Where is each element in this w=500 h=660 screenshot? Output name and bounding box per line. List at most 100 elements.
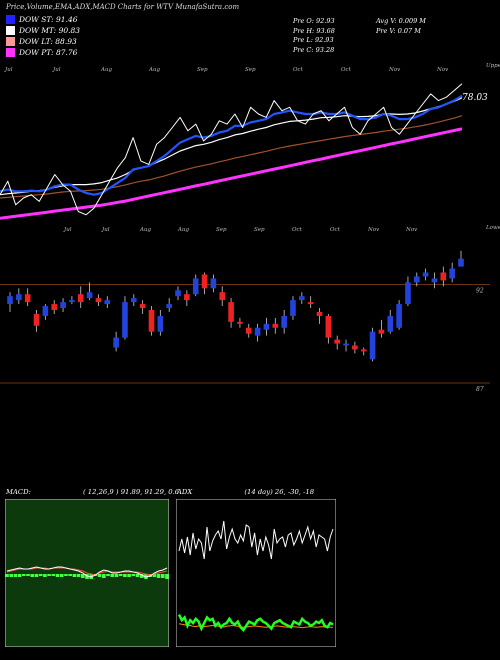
macd-histogram-bar — [165, 574, 169, 579]
macd-histogram-bar — [131, 574, 136, 576]
macd-histogram-bar — [118, 574, 123, 576]
date-label-mid: Sep — [254, 227, 265, 233]
date-label-top: Oct — [341, 67, 352, 73]
candle — [360, 347, 367, 356]
candle — [184, 290, 190, 307]
candle — [334, 335, 340, 350]
date-label-mid: Oct — [292, 227, 303, 233]
legend-item: DOW ST: 91.46 — [6, 14, 78, 25]
candle — [16, 288, 22, 305]
candle — [42, 304, 49, 320]
date-label-top: Nov — [388, 67, 401, 73]
macd-histogram-bar — [123, 574, 127, 577]
date-label-top: Aug — [148, 67, 161, 73]
candle — [307, 296, 314, 309]
candle — [431, 272, 438, 289]
macd-histogram-bar — [38, 574, 43, 576]
candle — [219, 286, 226, 307]
candle — [7, 292, 13, 312]
macd-histogram-bar — [110, 574, 115, 577]
macd-histogram-bar — [68, 574, 72, 576]
macd-histogram-bar — [76, 574, 81, 577]
candle — [396, 300, 402, 330]
stats-right: Avg V: 0.009 M Pre V: 0.07 M — [376, 17, 426, 36]
stat-pre-low: Pre L: 92.93 — [293, 36, 334, 44]
macd-histogram-bar — [114, 574, 119, 577]
upper-label: Upper — [486, 63, 500, 69]
candle — [210, 274, 217, 293]
macd-histogram-bar — [5, 574, 9, 577]
candle — [95, 294, 102, 307]
macd-histogram-bar — [47, 574, 51, 576]
stats-left: Pre O: 92.93 Pre H: 93.68 Pre L: 92.93 P… — [293, 17, 335, 55]
plus-di-line — [178, 520, 334, 560]
macd-histogram-bar — [72, 574, 77, 577]
ema-pt-line — [0, 127, 463, 220]
candle — [148, 306, 155, 336]
macd-histogram-bar — [59, 574, 64, 577]
macd-histogram-bar — [156, 574, 161, 578]
legend-swatch — [6, 37, 15, 46]
adx-header: ADX (14 day) 26, -30, -18 — [177, 488, 314, 496]
macd-histogram-bar — [106, 574, 110, 576]
legend-swatch — [6, 26, 15, 35]
candle — [104, 296, 111, 309]
candle — [458, 250, 464, 267]
candle — [299, 292, 305, 305]
minus-di-line — [177, 614, 334, 632]
candle — [228, 298, 234, 328]
macd-params: ( 12,26,9 ) 91.89, 91.29, 0.6 — [82, 488, 180, 496]
adx-panel — [176, 499, 336, 647]
legend-swatch — [6, 15, 15, 24]
candle — [86, 282, 93, 301]
date-label-mid: Jul — [63, 227, 72, 233]
macd-histogram-bar — [64, 574, 68, 576]
date-label-top: Oct — [293, 67, 304, 73]
candle — [139, 300, 146, 314]
stat-pre-open: Pre O: 92.93 — [293, 17, 335, 25]
macd-histogram-bar — [43, 574, 47, 577]
candle — [237, 317, 243, 328]
price-level-label: 87 — [476, 386, 484, 393]
candle — [422, 268, 429, 281]
candle — [131, 294, 137, 307]
legend-label: DOW PT: 87.76 — [19, 48, 78, 57]
ema-st-line — [0, 94, 463, 196]
legend-item: DOW MT: 90.83 — [6, 25, 80, 36]
stat-pre-volume: Pre V: 0.07 M — [376, 26, 421, 35]
price-line — [0, 83, 463, 216]
date-label-top: Jul — [52, 67, 61, 73]
date-label-mid: Jul — [101, 227, 110, 233]
lower-label: Lower — [485, 225, 500, 231]
candle — [201, 272, 208, 295]
macd-label: MACD: — [6, 488, 31, 496]
candle — [369, 327, 376, 362]
candle — [405, 276, 411, 307]
stat-avg-volume: Avg V: 0.009 M — [376, 17, 426, 25]
candle — [290, 296, 296, 320]
candle — [281, 310, 287, 334]
adx-line — [178, 623, 333, 629]
macd-signal-line — [6, 567, 168, 576]
macd-histogram-bar — [102, 574, 106, 578]
macd-histogram-bar — [22, 574, 26, 576]
date-label-top: Aug — [100, 67, 113, 73]
date-label-top: Sep — [197, 67, 208, 73]
stat-pre-high: Pre H: 93.68 — [293, 26, 335, 35]
legend-item: DOW LT: 88.93 — [6, 36, 77, 47]
adx-params: (14 day) 26, -30, -18 — [244, 488, 315, 496]
candle — [272, 317, 279, 334]
macd-histogram-bar — [26, 574, 30, 576]
macd-histogram-bar — [160, 574, 165, 578]
candle — [157, 310, 164, 336]
price-level-label: 92 — [476, 287, 484, 294]
candle — [254, 323, 261, 342]
candle — [263, 317, 270, 336]
candle — [413, 272, 420, 287]
macd-histogram-bar — [97, 574, 102, 577]
date-label-mid: Aug — [177, 227, 190, 233]
candle — [69, 296, 75, 305]
candle — [449, 262, 455, 283]
adx-label: ADX — [177, 488, 193, 496]
candle — [122, 296, 128, 340]
